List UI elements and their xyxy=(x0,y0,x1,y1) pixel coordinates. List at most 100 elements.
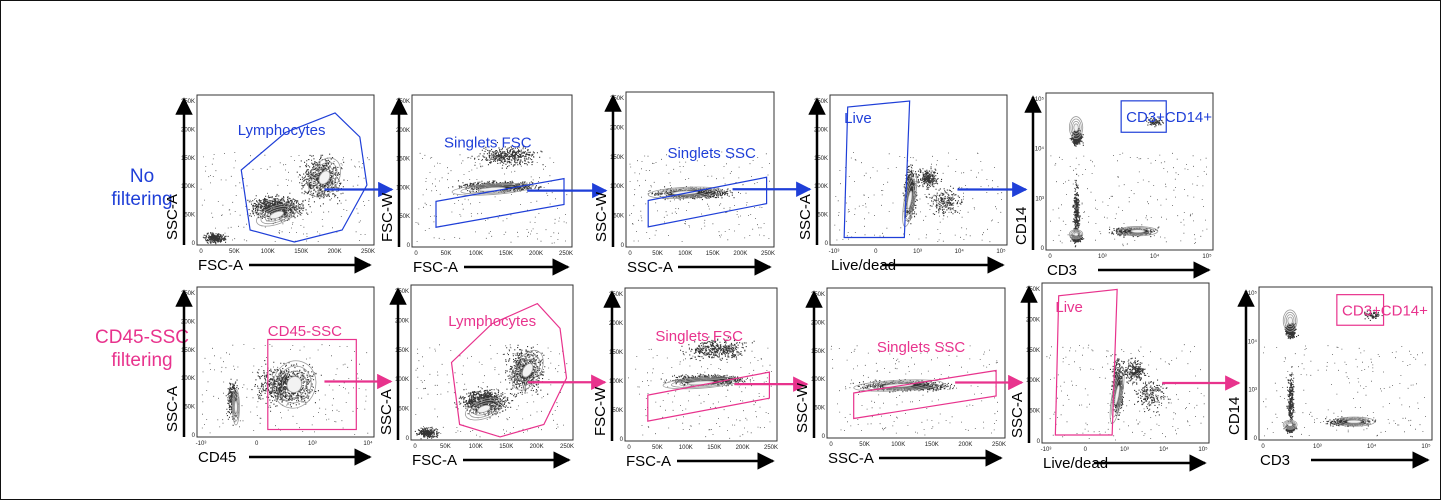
x-tick-label: 200K xyxy=(733,251,747,257)
density-contour xyxy=(1332,416,1376,427)
y-tick-label: 50K xyxy=(1029,409,1040,415)
gate-outline xyxy=(450,302,568,438)
x-tick-label: 100K xyxy=(469,444,483,450)
x-axis-label: CD45 xyxy=(198,449,236,466)
density-contour xyxy=(307,157,341,198)
density-contour xyxy=(1114,384,1120,406)
gate-label: CD3+CD14+ xyxy=(1342,302,1428,319)
x-tick-label: 250K xyxy=(560,444,574,450)
gate-outline xyxy=(1054,288,1118,436)
y-tick-label: 100K xyxy=(396,185,410,191)
y-tick-label: 150K xyxy=(181,348,195,354)
density-contour xyxy=(232,388,240,426)
x-tick-label: 10⁵ xyxy=(1421,443,1431,450)
density-contour xyxy=(1284,311,1296,330)
x-tick-label: 50K xyxy=(441,251,452,257)
gate-label: Lymphocytes xyxy=(448,313,536,330)
y-tick-label: 150K xyxy=(181,156,195,162)
event-cloud xyxy=(834,152,1003,243)
y-tick-label: 10³ xyxy=(1035,196,1044,202)
y-tick-label: 200K xyxy=(1026,317,1040,323)
density-contour xyxy=(311,161,338,194)
y-tick-label: 100K xyxy=(811,377,825,383)
density-contour xyxy=(469,400,499,418)
density-contour xyxy=(1070,118,1082,137)
x-tick-label: 10⁴ xyxy=(1367,443,1377,450)
y-tick-label: 0 xyxy=(822,434,826,440)
x-tick-label: 50K xyxy=(859,442,870,448)
y-tick-label: 0 xyxy=(620,437,624,443)
y-tick-label: 100K xyxy=(610,184,624,190)
x-axis-label: SSC-A xyxy=(828,450,874,467)
density-contour xyxy=(234,400,238,414)
density-contour xyxy=(1287,316,1293,325)
x-tick-label: 150K xyxy=(706,251,720,257)
x-tick-label: 10⁴ xyxy=(1159,446,1169,453)
x-tick-label: 50K xyxy=(440,444,451,450)
gate-outline xyxy=(1336,294,1385,326)
density-contour xyxy=(1342,418,1367,425)
x-axis-label: SSC-A xyxy=(627,259,673,276)
plot-frame xyxy=(625,91,775,248)
density-contour xyxy=(1285,421,1295,428)
density-contour xyxy=(872,381,924,390)
y-axis-label: CD14 xyxy=(1013,207,1030,245)
density-contour xyxy=(314,166,334,189)
y-tick-label: 100K xyxy=(1026,378,1040,384)
x-tick-label: 150K xyxy=(294,249,308,255)
density-contour xyxy=(233,396,239,418)
event-cloud xyxy=(415,142,568,244)
gate-outline xyxy=(1120,100,1167,133)
x-axis-label: FSC-A xyxy=(198,257,243,274)
x-axis-label: FSC-A xyxy=(413,259,458,276)
density-contour xyxy=(260,205,293,225)
y-tick-label: 50K xyxy=(613,214,624,220)
density-contour xyxy=(232,392,240,422)
x-tick-label: 0 xyxy=(627,445,631,451)
x-tick-label: -10³ xyxy=(1041,447,1052,453)
x-axis-label: FSC-A xyxy=(412,452,457,469)
flow-plot-ssc-w-vs-ssc-a: Singlets SSC 250K 200K 150K 100K 50K 00 50K 100K… xyxy=(794,287,1024,467)
x-tick-label: 200K xyxy=(530,444,544,450)
y-axis-label: SSC-A xyxy=(1009,392,1026,438)
x-tick-label: 100K xyxy=(679,445,693,451)
x-tick-label: -10³ xyxy=(829,249,840,255)
density-contour xyxy=(451,182,533,196)
x-tick-label: 0 xyxy=(255,441,259,447)
y-tick-label: 100K xyxy=(181,184,195,190)
y-tick-label: 150K xyxy=(811,349,825,355)
flow-plot-cd14-vs-cd3: CD3+CD14+ 10⁵ 10⁴ 10³ 00 10³ 10⁴ 10⁵ CD14 CD3 xyxy=(1226,286,1433,469)
gate-outline xyxy=(647,371,771,422)
flow-plot-fsc-w-vs-fsc-a: Singlets FSC 250K 200K 150K 100K 50K 00 50K 100K… xyxy=(379,94,608,276)
event-cloud xyxy=(414,344,568,440)
density-contour xyxy=(905,184,914,216)
gate-outline xyxy=(853,369,997,420)
x-tick-label: 50K xyxy=(652,445,663,451)
x-tick-label: 100K xyxy=(469,251,483,257)
flow-plot-ssc-a-vs-fsc-a: Lymphocytes 250K 200K 150K 100K 50K 00 50K 100K 1… xyxy=(164,94,394,274)
x-tick-label: 50K xyxy=(229,249,240,255)
density-contour xyxy=(1130,229,1146,234)
y-tick-label: 200K xyxy=(181,127,195,133)
density-contour xyxy=(515,354,541,387)
y-axis-label: SSC-A xyxy=(164,386,181,432)
density-contour xyxy=(264,208,289,222)
event-cloud xyxy=(830,345,998,436)
x-tick-label: 250K xyxy=(992,442,1006,448)
y-tick-label: 10⁴ xyxy=(1035,146,1045,153)
y-tick-label: 50K xyxy=(612,408,623,414)
density-contour xyxy=(662,376,740,390)
x-tick-label: 0 xyxy=(874,249,878,255)
y-tick-label: 50K xyxy=(817,213,828,219)
density-contour xyxy=(1071,231,1081,238)
gate-label: Singlets SSC xyxy=(877,339,966,356)
x-axis-label: Live/dead xyxy=(831,257,896,274)
gate-outline xyxy=(240,112,368,243)
plot-frame xyxy=(196,94,375,246)
density-contour xyxy=(1337,417,1371,426)
